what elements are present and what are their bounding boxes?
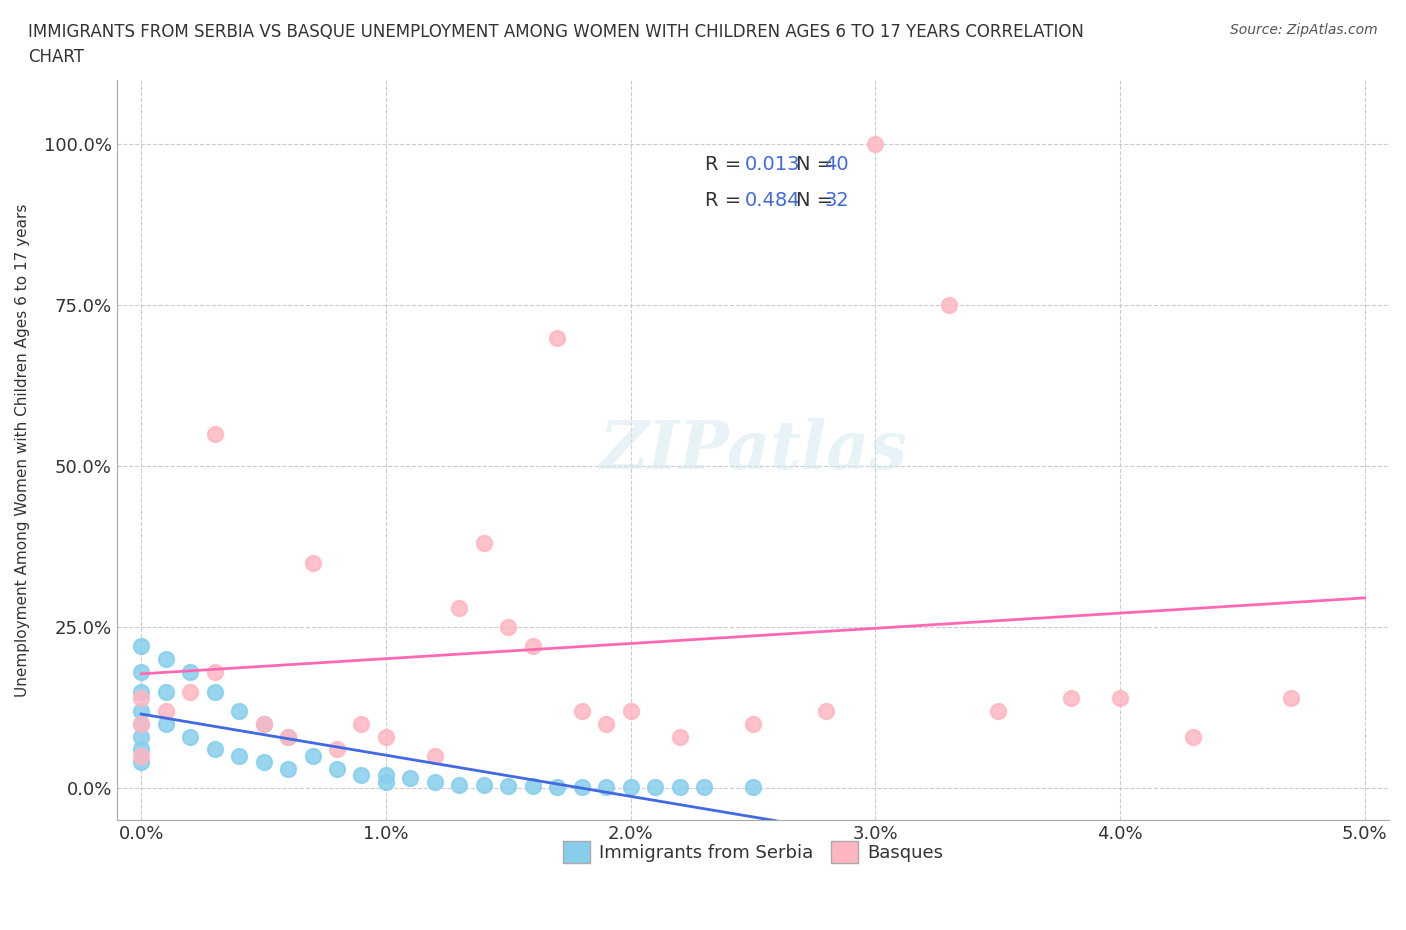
Text: IMMIGRANTS FROM SERBIA VS BASQUE UNEMPLOYMENT AMONG WOMEN WITH CHILDREN AGES 6 T: IMMIGRANTS FROM SERBIA VS BASQUE UNEMPLO… (28, 23, 1084, 41)
Point (277, 729, 299, 744)
Point (129, 742, 152, 757)
Text: R =: R = (704, 191, 748, 210)
Point (1182, 729, 1205, 744)
Point (155, 703, 177, 718)
Point (496, 619, 519, 634)
Legend: Immigrants from Serbia, Basques: Immigrants from Serbia, Basques (555, 834, 950, 870)
Point (938, 298, 960, 312)
Point (129, 684, 152, 699)
Point (129, 729, 152, 744)
Point (277, 729, 299, 744)
Point (204, 742, 226, 757)
Point (277, 762, 299, 777)
Text: N =: N = (796, 191, 839, 210)
Point (301, 749, 323, 764)
Point (987, 703, 1010, 718)
Point (423, 749, 446, 764)
Point (326, 742, 349, 757)
Point (179, 729, 201, 744)
Point (546, 330, 568, 345)
Text: 40: 40 (824, 155, 849, 174)
Point (1109, 690, 1132, 705)
Point (399, 771, 422, 786)
Point (228, 749, 250, 764)
Text: 0.013: 0.013 (744, 155, 800, 174)
Point (546, 779, 568, 794)
Point (571, 779, 593, 794)
Point (129, 665, 152, 680)
Point (155, 652, 177, 667)
Point (374, 729, 396, 744)
Point (204, 665, 226, 680)
Point (1060, 690, 1083, 705)
Point (326, 762, 349, 777)
Point (668, 729, 690, 744)
Point (620, 703, 643, 718)
Point (129, 716, 152, 731)
Y-axis label: Unemployment Among Women with Children Ages 6 to 17 years: Unemployment Among Women with Children A… (15, 204, 30, 697)
Text: ZIPatlas: ZIPatlas (599, 418, 907, 483)
Point (252, 716, 274, 731)
Point (301, 555, 323, 570)
Point (350, 768, 373, 783)
Point (155, 684, 177, 699)
Point (179, 684, 201, 699)
Point (595, 780, 617, 795)
Text: 32: 32 (824, 191, 849, 210)
Point (742, 716, 765, 731)
Point (129, 639, 152, 654)
Text: 0.484: 0.484 (744, 191, 800, 210)
Point (155, 716, 177, 731)
Point (620, 780, 643, 795)
Point (693, 780, 716, 795)
Point (496, 778, 519, 793)
Point (522, 639, 544, 654)
Point (865, 137, 887, 152)
Point (204, 684, 226, 699)
Point (449, 777, 471, 792)
Point (252, 755, 274, 770)
Point (1279, 690, 1302, 705)
Point (668, 780, 690, 795)
Point (350, 716, 373, 731)
Point (423, 774, 446, 789)
Point (129, 716, 152, 731)
Point (522, 778, 544, 793)
Point (129, 749, 152, 764)
Text: R =: R = (704, 155, 748, 174)
Point (228, 703, 250, 718)
Point (204, 427, 226, 442)
Point (742, 780, 765, 795)
Point (129, 755, 152, 770)
Point (472, 777, 495, 792)
Point (472, 536, 495, 551)
Point (374, 774, 396, 789)
Text: CHART: CHART (28, 48, 84, 66)
Point (129, 690, 152, 705)
Text: N =: N = (796, 155, 839, 174)
Text: Source: ZipAtlas.com: Source: ZipAtlas.com (1230, 23, 1378, 37)
Point (644, 780, 666, 795)
Point (449, 601, 471, 616)
Point (374, 768, 396, 783)
Point (571, 703, 593, 718)
Point (179, 665, 201, 680)
Point (129, 703, 152, 718)
Point (595, 716, 617, 731)
Point (252, 716, 274, 731)
Point (815, 703, 838, 718)
